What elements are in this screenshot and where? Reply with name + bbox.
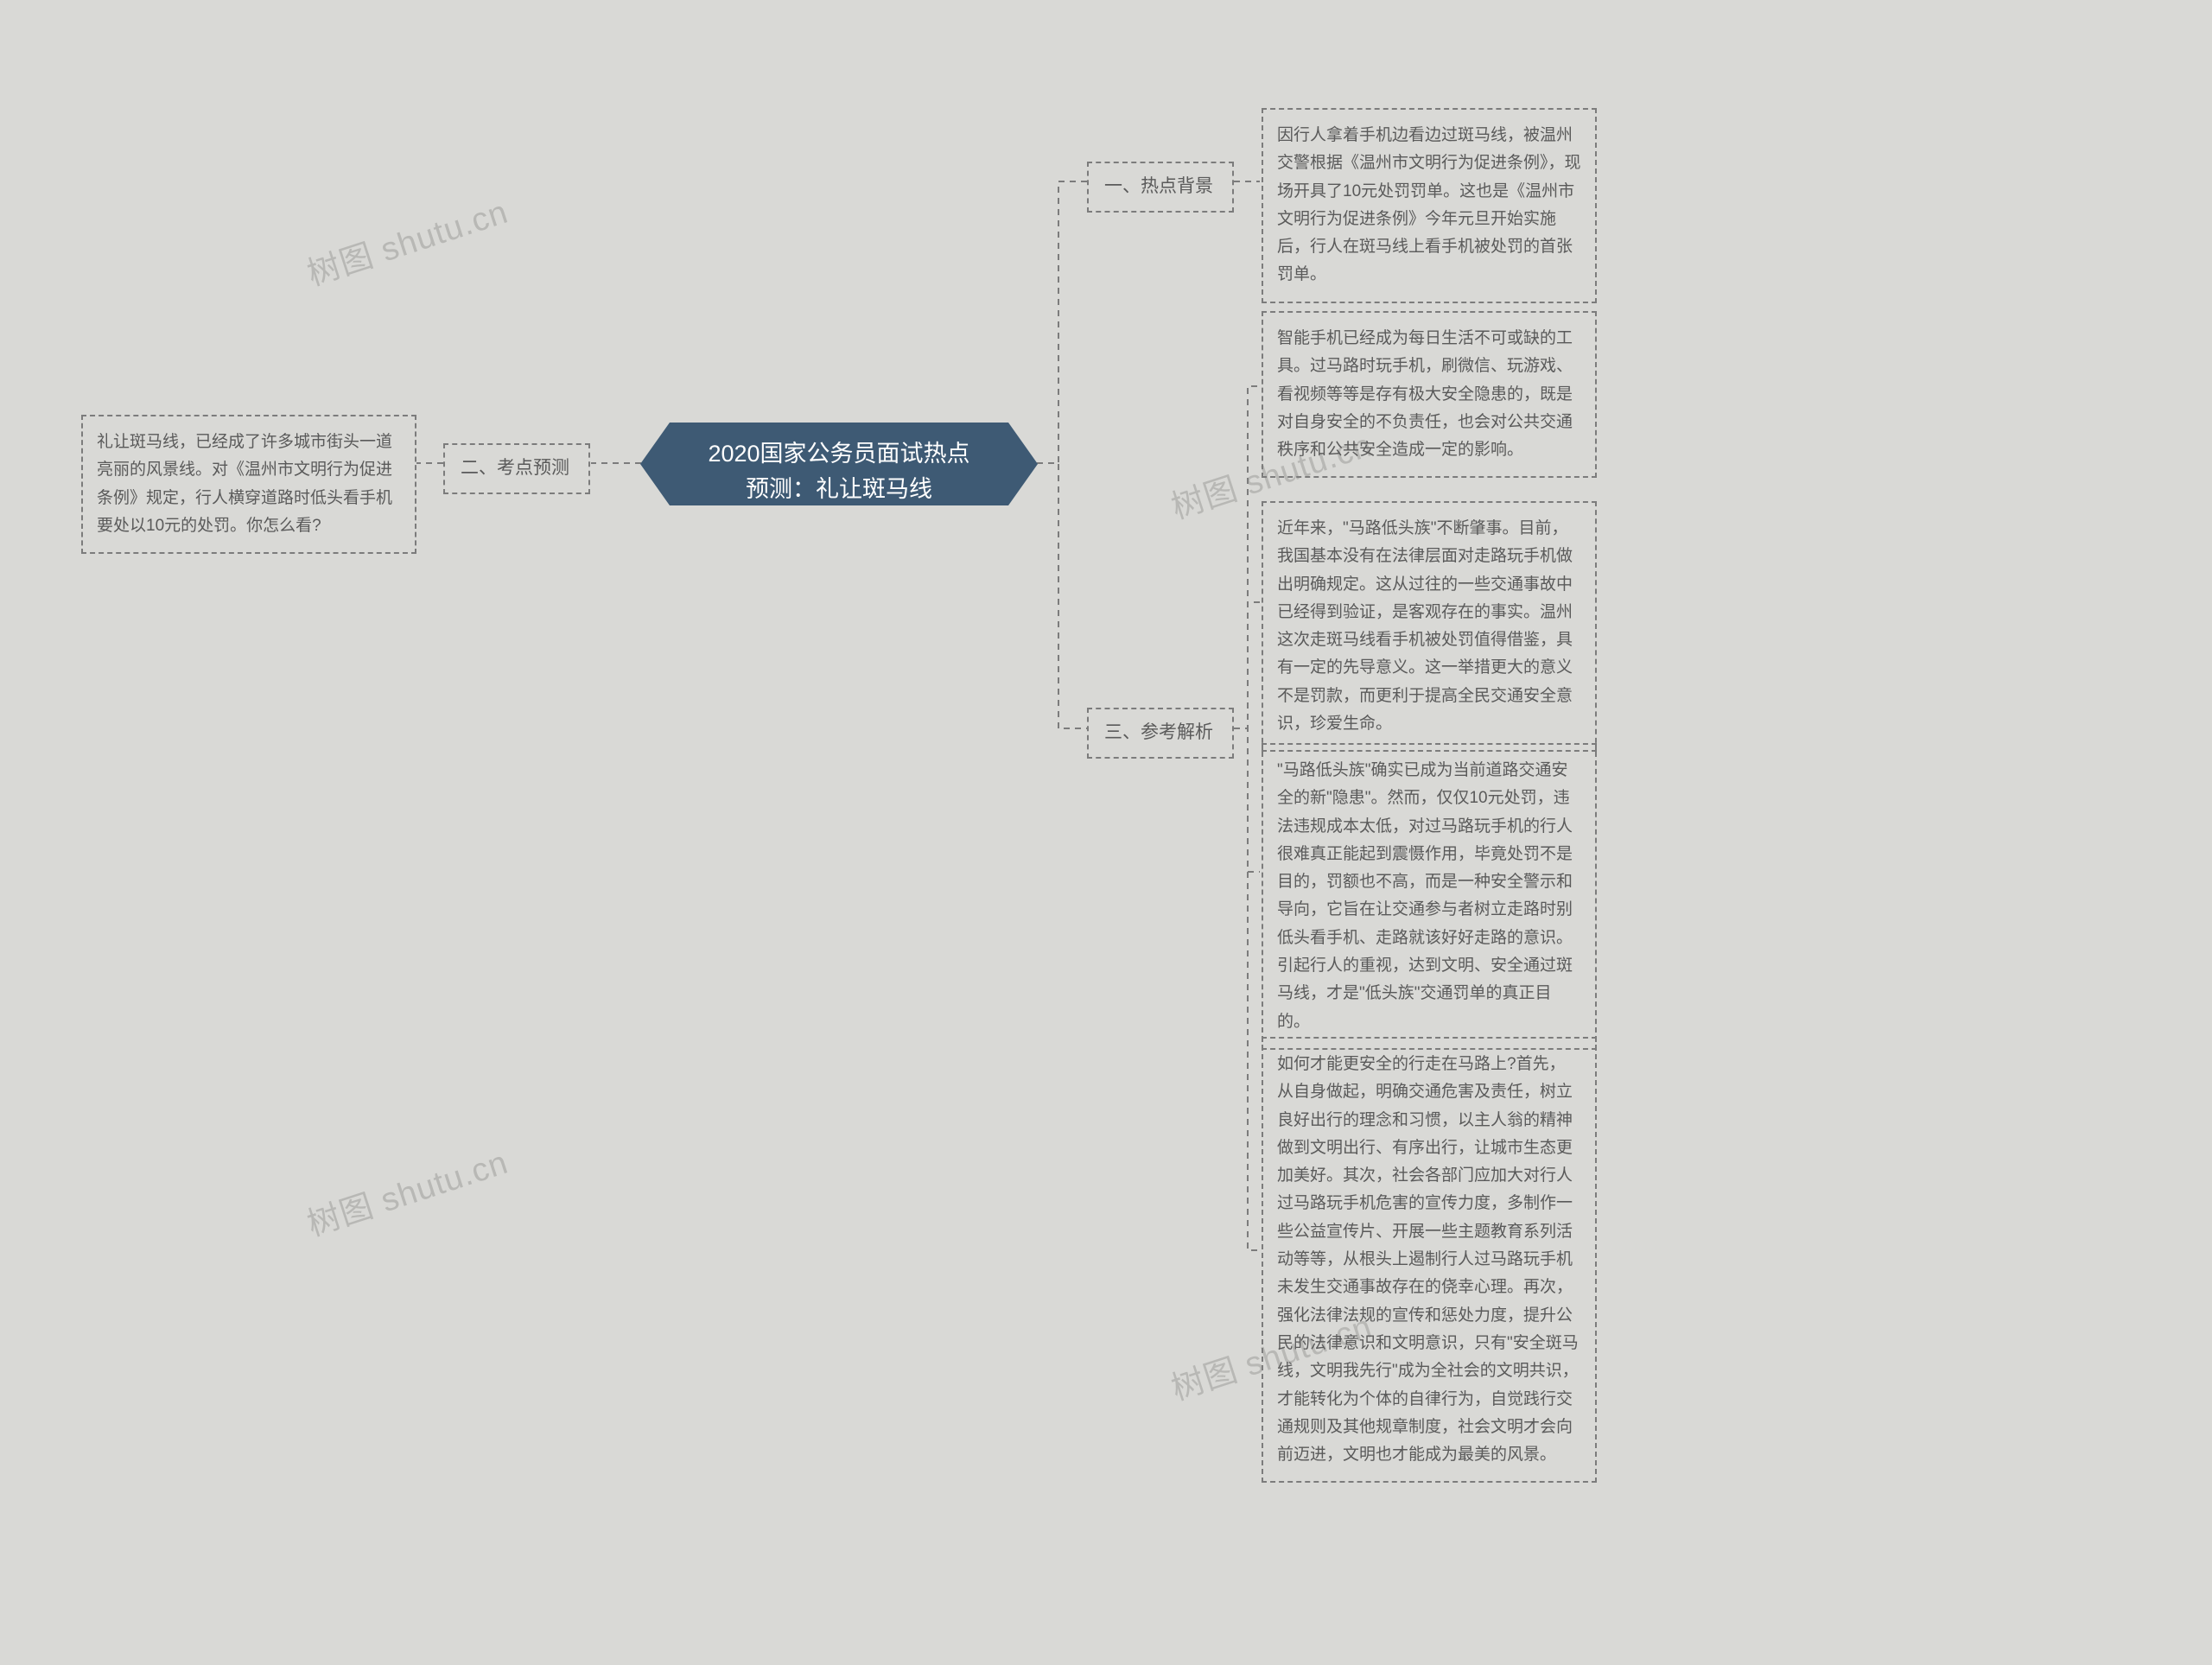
root-arrow-right-icon bbox=[1008, 423, 1038, 505]
mindmap-connectors bbox=[0, 0, 2212, 1665]
branch-label: 二、考点预测 bbox=[461, 458, 569, 478]
connector bbox=[1234, 728, 1260, 1250]
leaf-text: 如何才能更安全的行走在马路上?首先，从自身做起，明确交通危害及责任，树立良好出行… bbox=[1277, 1055, 1579, 1464]
leaf-text: 因行人拿着手机边看边过斑马线，被温州交警根据《温州市文明行为促进条例》，现场开具… bbox=[1277, 126, 1581, 283]
connector bbox=[1037, 463, 1087, 728]
leaf-text: 智能手机已经成为每日生活不可或缺的工具。过马路时玩手机，刷微信、玩游戏、看视频等… bbox=[1277, 329, 1573, 459]
leaf-node[interactable]: 近年来，"马路低头族"不断肇事。目前，我国基本没有在法律层面对走路玩手机做出明确… bbox=[1262, 501, 1597, 752]
connector bbox=[1234, 728, 1260, 872]
leaf-text: 近年来，"马路低头族"不断肇事。目前，我国基本没有在法律层面对走路玩手机做出明确… bbox=[1277, 519, 1573, 733]
branch-node-1[interactable]: 一、热点背景 bbox=[1087, 162, 1234, 213]
leaf-node[interactable]: 礼让斑马线，已经成了许多城市街头一道亮丽的风景线。对《温州市文明行为促进条例》规… bbox=[81, 415, 416, 554]
watermark: 树图 shutu.cn bbox=[300, 185, 512, 295]
branch-node-3[interactable]: 三、参考解析 bbox=[1087, 708, 1234, 759]
branch-label: 三、参考解析 bbox=[1104, 722, 1213, 742]
leaf-text: 礼让斑马线，已经成了许多城市街头一道亮丽的风景线。对《温州市文明行为促进条例》规… bbox=[97, 433, 392, 535]
root-node[interactable]: 2020国家公务员面试热点 预测：礼让斑马线 bbox=[670, 423, 1008, 505]
branch-node-2[interactable]: 二、考点预测 bbox=[443, 443, 590, 494]
leaf-text: "马路低头族"确实已成为当前道路交通安全的新"隐患"。然而，仅仅10元处罚，违法… bbox=[1277, 761, 1573, 1031]
leaf-node[interactable]: 智能手机已经成为每日生活不可或缺的工具。过马路时玩手机，刷微信、玩游戏、看视频等… bbox=[1262, 311, 1597, 478]
leaf-node[interactable]: "马路低头族"确实已成为当前道路交通安全的新"隐患"。然而，仅仅10元处罚，违法… bbox=[1262, 743, 1597, 1050]
root-title-line2: 预测：礼让斑马线 bbox=[696, 472, 982, 507]
leaf-node[interactable]: 因行人拿着手机边看边过斑马线，被温州交警根据《温州市文明行为促进条例》，现场开具… bbox=[1262, 108, 1597, 303]
root-arrow-left-icon bbox=[640, 423, 670, 505]
leaf-node[interactable]: 如何才能更安全的行走在马路上?首先，从自身做起，明确交通危害及责任，树立良好出行… bbox=[1262, 1037, 1597, 1483]
branch-label: 一、热点背景 bbox=[1104, 176, 1213, 196]
watermark: 树图 shutu.cn bbox=[300, 1135, 512, 1245]
connector bbox=[1234, 602, 1260, 728]
connector bbox=[1234, 386, 1260, 728]
root-title-line1: 2020国家公务员面试热点 bbox=[696, 436, 982, 472]
connector bbox=[1037, 181, 1087, 463]
